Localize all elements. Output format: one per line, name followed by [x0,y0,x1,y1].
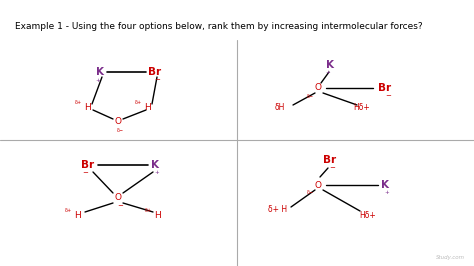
Text: H: H [145,103,151,113]
Text: +: + [155,171,159,176]
Text: Br: Br [323,155,337,165]
Text: δ−: δ− [306,190,314,196]
Text: O: O [115,118,121,127]
Text: K: K [96,67,104,77]
Text: −: − [385,93,391,99]
Text: +: + [384,190,389,196]
Text: Study.com: Study.com [436,256,465,260]
Text: δ+ H: δ+ H [268,206,288,214]
Text: Hδ+: Hδ+ [354,103,370,113]
Text: δ−: δ− [117,128,124,134]
Text: +: + [326,70,330,76]
Text: δ+: δ+ [64,207,72,213]
Text: δH: δH [275,103,285,113]
Text: H: H [85,103,91,113]
Text: K: K [151,160,159,170]
Text: δ−: δ− [306,94,314,98]
Text: +: + [96,77,100,82]
Text: H: H [74,210,82,219]
Text: −: − [82,170,88,176]
Text: O: O [315,181,321,189]
Text: δ+: δ+ [145,207,152,213]
Text: K: K [381,180,389,190]
Text: −: − [154,77,160,83]
Text: Hδ+: Hδ+ [360,210,376,219]
Text: −: − [329,165,335,171]
Text: Br: Br [82,160,94,170]
Text: O: O [115,193,121,202]
Text: H: H [155,210,161,219]
Text: δ+: δ+ [135,101,142,106]
Text: Br: Br [148,67,162,77]
Text: Example 1 - Using the four options below, rank them by increasing intermolecular: Example 1 - Using the four options below… [15,22,423,31]
Text: K: K [326,60,334,70]
Text: Br: Br [378,83,392,93]
Text: O: O [315,84,321,93]
Text: δ+: δ+ [74,101,82,106]
Text: −: − [117,203,123,209]
